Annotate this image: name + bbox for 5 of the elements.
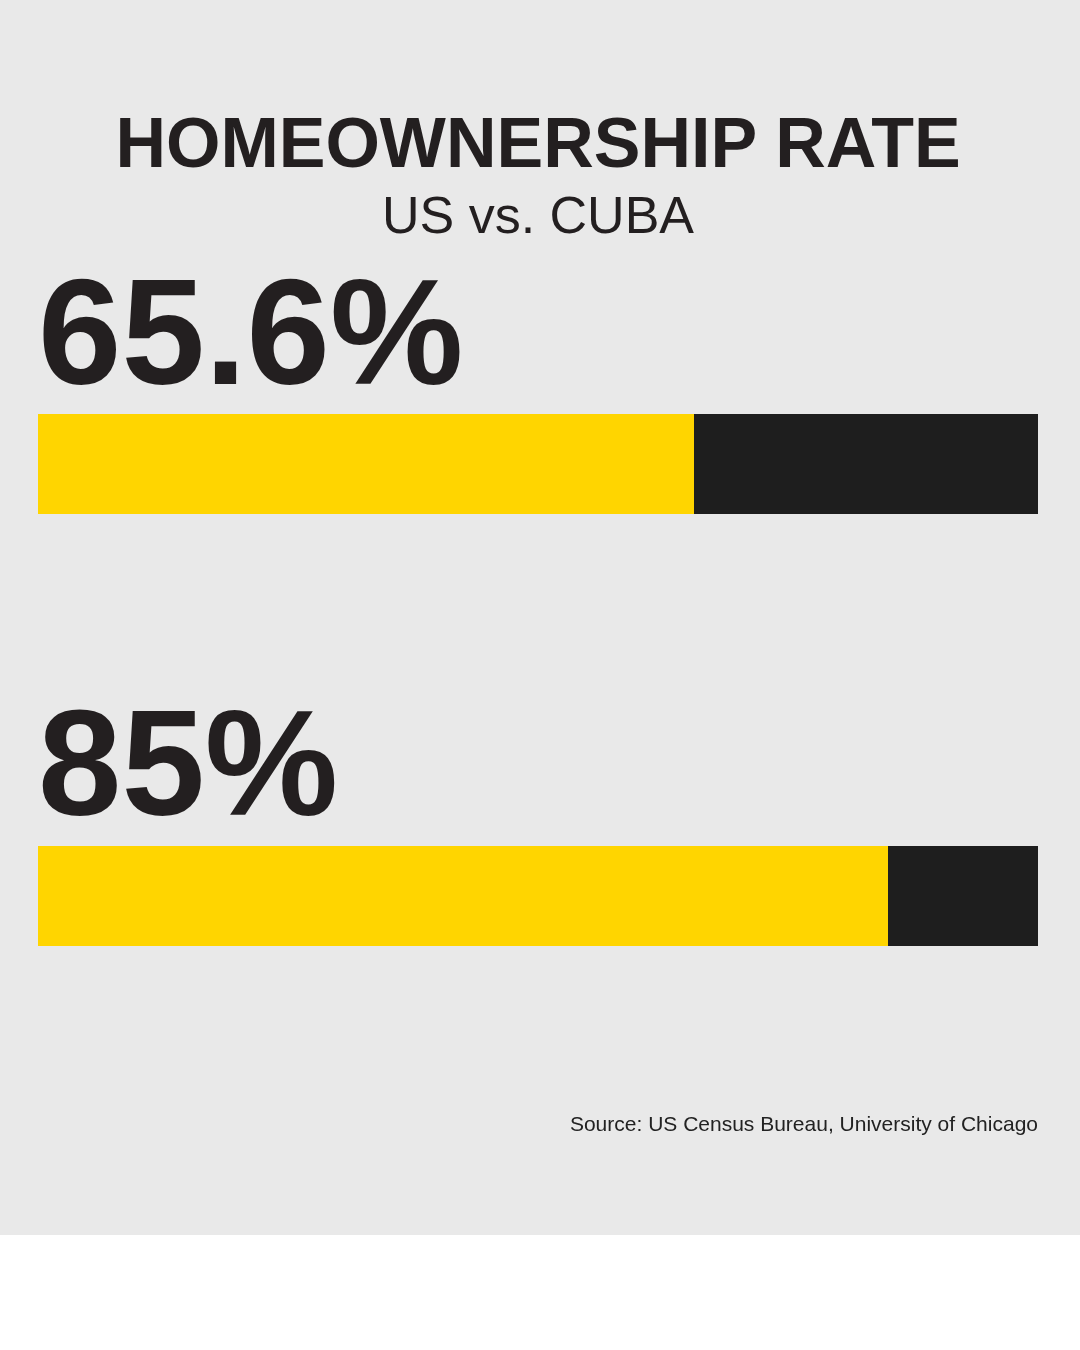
chart-title: HOMEOWNERSHIP RATE (115, 103, 961, 182)
chart-subtitle: US vs. CUBA (381, 185, 695, 244)
data-label: 85% (38, 679, 339, 848)
data-label: 65.6% (38, 247, 464, 416)
annotation: Source: US Census Bureau, University of Chicago (569, 1112, 1038, 1135)
